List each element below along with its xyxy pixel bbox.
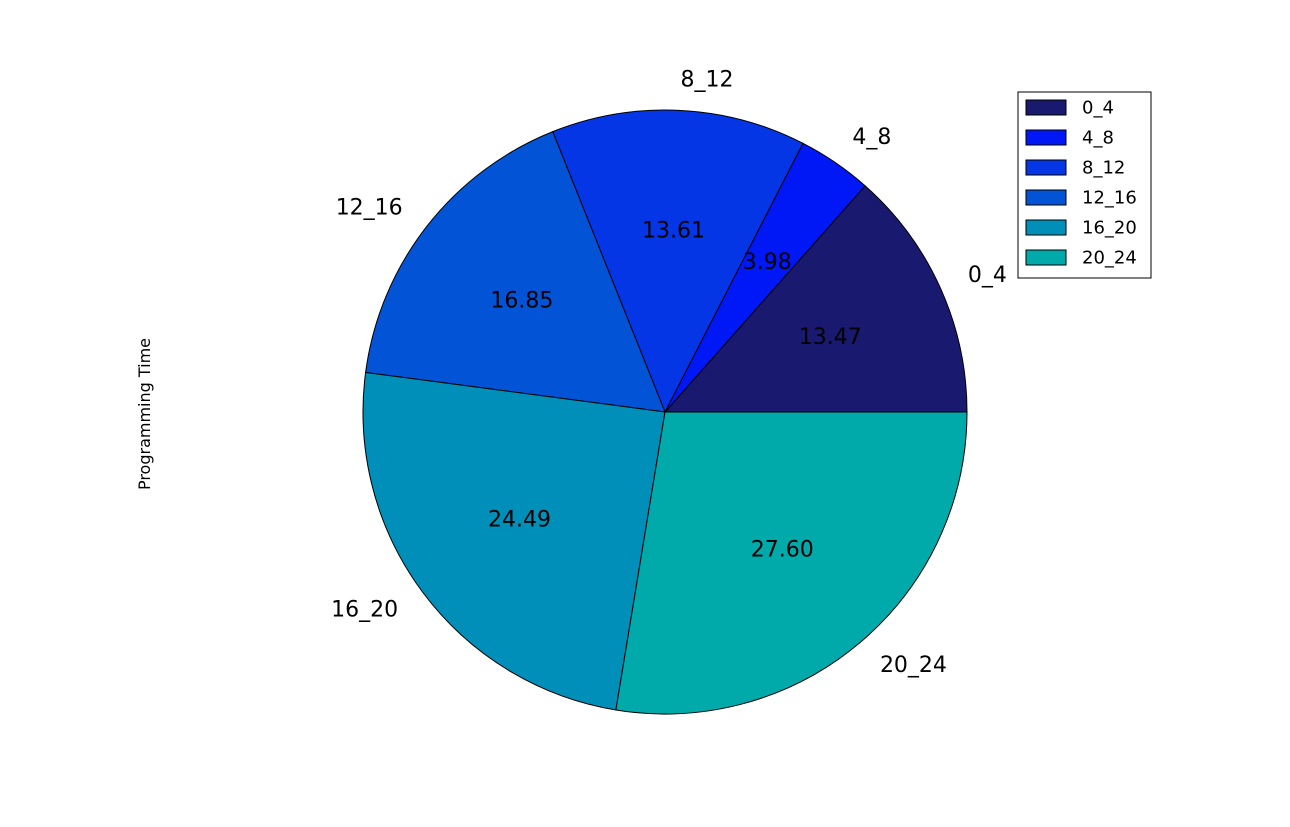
percent-labels: 13.47 3.98 13.61 16.85 24.49 27.60 [488,218,862,562]
pie-category-label: 4_8 [852,125,891,150]
legend-swatch [1025,99,1067,116]
pie-value-label: 3.98 [743,250,792,275]
pie-value-label: 13.61 [642,218,705,243]
legend-swatch [1025,219,1067,236]
legend-items: 0_4 4_8 8_12 12_16 16_20 20_24 [1025,98,1137,269]
legend-label: 16_20 [1082,218,1137,239]
legend-box [1017,91,1152,279]
pie-value-label: 27.60 [751,538,814,563]
pie-slice-20_24 [615,411,968,715]
pie-category-label: 8_12 [681,68,734,93]
pie-value-label: 24.49 [488,507,551,532]
legend-label: 20_24 [1082,248,1137,269]
legend-label: 8_12 [1082,158,1125,179]
legend-label: 0_4 [1082,98,1114,119]
pie-slices [362,109,968,715]
pie-category-label: 16_20 [331,597,398,622]
pie-value-label: 13.47 [799,325,862,350]
legend-label: 12_16 [1082,188,1137,209]
legend-swatch [1025,249,1067,266]
pie-category-label: 12_16 [336,196,403,221]
pie-category-label: 20_24 [880,653,947,678]
legend-swatch [1025,189,1067,206]
pie-value-label: 16.85 [490,288,553,313]
pie-slice-8_12 [552,109,804,414]
legend-swatch [1025,159,1067,176]
legend: 0_4 4_8 8_12 12_16 16_20 20_24 [1017,91,1152,279]
legend-label: 4_8 [1082,128,1114,149]
pie-category-label: 0_4 [968,263,1007,288]
category-labels: 0_4 4_8 8_12 12_16 16_20 20_24 [331,68,1007,678]
y-axis-label: Programming Time [135,338,154,490]
legend-swatch [1025,129,1067,146]
pie-slice-0_4 [663,185,968,413]
pie-slice-16_20 [362,371,666,711]
pie-slice-12_16 [365,130,666,413]
